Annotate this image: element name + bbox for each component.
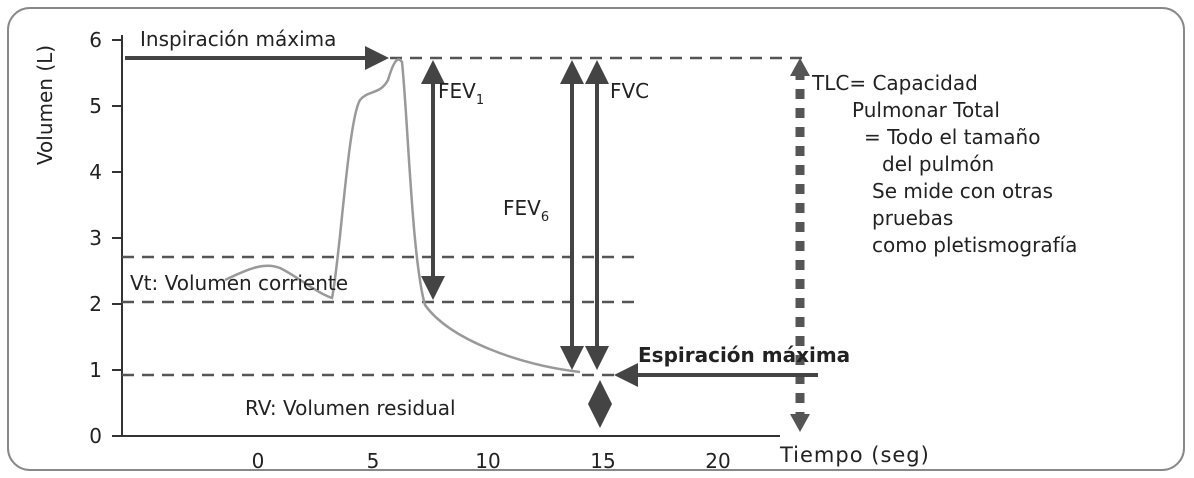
x-tick-label: 20	[705, 449, 730, 473]
label: Inspiración máxima	[140, 27, 336, 51]
tlc-text: Pulmonar Total	[852, 98, 1000, 122]
x-tick-label: 5	[367, 449, 380, 473]
tlc-text: = Todo el tamaño	[864, 125, 1040, 149]
tlc-text: Se mide con otras	[872, 179, 1053, 203]
tlc-text: como pletismografía	[872, 233, 1077, 257]
tlc-text: TLC= Capacidad	[811, 71, 978, 95]
x-tick-label: 0	[252, 449, 265, 473]
y-axis-label: Volumen (L)	[33, 45, 57, 165]
y-tick-label: 2	[89, 292, 102, 316]
label: FVC	[610, 79, 649, 103]
y-tick-label: 4	[89, 160, 102, 184]
label: Espiración máxima	[638, 343, 850, 367]
label: Vt: Volumen corriente	[130, 271, 348, 295]
label-text: FEV	[438, 79, 476, 103]
label-sub: 1	[476, 93, 484, 108]
tlc-text: pruebas	[872, 206, 953, 230]
label: RV: Volumen residual	[245, 396, 456, 420]
label: FEV6	[503, 196, 549, 225]
y-tick-label: 0	[89, 424, 102, 448]
y-tick-label: 1	[89, 358, 102, 382]
label-sub: 6	[541, 210, 549, 225]
frame	[7, 7, 1185, 471]
tlc-text: del pulmón	[882, 152, 994, 176]
y-tick-label: 3	[89, 226, 102, 250]
x-axis-label: Tiempo (seg)	[779, 443, 930, 467]
y-tick-label: 6	[89, 28, 102, 52]
x-tick-label: 15	[590, 449, 615, 473]
x-tick-label: 10	[475, 449, 500, 473]
label-text: FEV	[503, 196, 541, 220]
spirometry-curve	[224, 58, 581, 374]
label: FEV1	[438, 79, 484, 108]
y-tick-label: 5	[89, 94, 102, 118]
